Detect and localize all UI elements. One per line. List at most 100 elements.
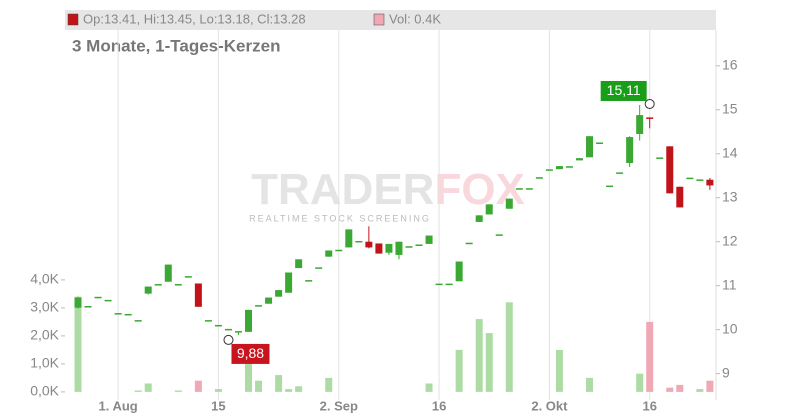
candle-body	[94, 296, 102, 299]
candle-body	[435, 283, 443, 286]
y2-tick-label: 0,0K	[30, 383, 59, 399]
volume-bar	[706, 380, 714, 392]
candle-body	[636, 115, 644, 134]
candle-body	[315, 267, 323, 269]
candle-body	[335, 249, 343, 252]
volume-bar	[255, 380, 263, 392]
candle-body	[696, 179, 704, 181]
y2-tick-label: 4,0K	[30, 271, 59, 287]
annotation-box	[231, 343, 270, 364]
volume-bar	[555, 349, 563, 392]
watermark-tagline: REALTIME STOCK SCREENING	[249, 213, 431, 223]
annotation-label: 15,11	[607, 82, 641, 98]
candle-body	[395, 241, 403, 255]
candle-body	[656, 157, 664, 159]
candle-body	[114, 313, 122, 315]
header-price-swatch	[67, 13, 79, 26]
candle-body	[626, 137, 634, 164]
y-tick-label: 10	[722, 320, 738, 336]
volume-bar	[174, 390, 182, 392]
candle-body	[385, 243, 393, 253]
candle-body	[405, 246, 413, 248]
x-tick-label: 15	[211, 398, 225, 413]
y-tick-label: 15	[722, 101, 738, 117]
candle-body	[375, 243, 383, 254]
volume-bar	[245, 355, 253, 392]
y-tick-label: 14	[722, 144, 738, 160]
candle-body	[134, 320, 142, 322]
y-tick-label: 13	[722, 188, 738, 204]
candle-body	[154, 284, 162, 286]
candle-body	[245, 309, 253, 332]
volume-bar	[586, 377, 594, 392]
candle-body	[275, 290, 283, 297]
volume-bar	[144, 383, 152, 392]
candle-body	[325, 250, 333, 257]
header-volume: Vol: 0.4K	[389, 11, 441, 26]
candle-body	[425, 235, 433, 244]
annotation-label: 9,88	[237, 345, 264, 361]
candle-body	[84, 306, 92, 308]
volume-bar	[194, 380, 202, 392]
y2-tick-label: 2,0K	[30, 327, 59, 343]
candle-body	[164, 264, 172, 282]
volume-bar	[134, 390, 142, 392]
candle-body	[184, 276, 192, 278]
watermark-a: TRADER	[251, 165, 434, 214]
y2-tick-label: 3,0K	[30, 299, 59, 315]
candle-body	[295, 259, 303, 269]
candle-body	[545, 169, 553, 171]
volume-bar	[646, 321, 654, 392]
volume-bar	[285, 389, 293, 392]
candle-body	[686, 177, 694, 180]
candle-body	[265, 297, 273, 304]
candle-body	[204, 320, 212, 322]
candle-body	[144, 286, 152, 294]
candle-body	[194, 283, 202, 307]
volume-bar	[275, 375, 283, 392]
candle-body	[345, 229, 353, 248]
candle-body	[485, 204, 493, 215]
candle-body	[515, 188, 523, 190]
candle-body	[606, 185, 614, 188]
candle-body	[104, 299, 112, 302]
x-tick-label: 16	[642, 398, 656, 413]
volume-bar	[455, 349, 463, 392]
volume-bar	[295, 386, 303, 392]
volume-bar	[676, 384, 684, 392]
candle-body	[415, 244, 423, 246]
candle-body	[616, 172, 624, 174]
candle-body	[465, 242, 473, 245]
candle-body	[565, 166, 573, 168]
candle-body	[525, 188, 533, 190]
candle-body	[666, 146, 674, 194]
candle-body	[555, 166, 563, 170]
candle-body	[365, 241, 373, 248]
volume-bar	[696, 389, 704, 392]
volume-bar	[425, 383, 433, 392]
candle-body	[495, 234, 503, 236]
volume-bar	[475, 319, 483, 392]
annotation-box	[600, 80, 647, 101]
volume-bar	[74, 296, 82, 392]
candle-body	[646, 117, 654, 119]
candle-body	[535, 177, 543, 179]
volume-bar	[505, 302, 513, 392]
x-tick-label: 1. Aug	[98, 398, 137, 413]
candle-body	[174, 284, 182, 286]
candle-body	[285, 272, 293, 293]
candle-body	[234, 331, 242, 333]
candle-body	[214, 324, 222, 327]
y-tick-label: 12	[722, 232, 738, 248]
x-tick-label: 2. Okt	[531, 398, 568, 413]
extreme-marker	[223, 334, 234, 345]
candle-body	[706, 179, 714, 186]
volume-bar	[214, 389, 222, 392]
header-bar	[65, 10, 716, 30]
watermark: TRADERFOX	[251, 165, 525, 214]
header-price: Op:13.41, Hi:13.45, Lo:13.18, Cl:13.28	[83, 11, 306, 26]
y2-tick-label: 1,0K	[30, 355, 59, 371]
volume-bar	[666, 387, 674, 392]
volume-bar	[636, 373, 644, 392]
